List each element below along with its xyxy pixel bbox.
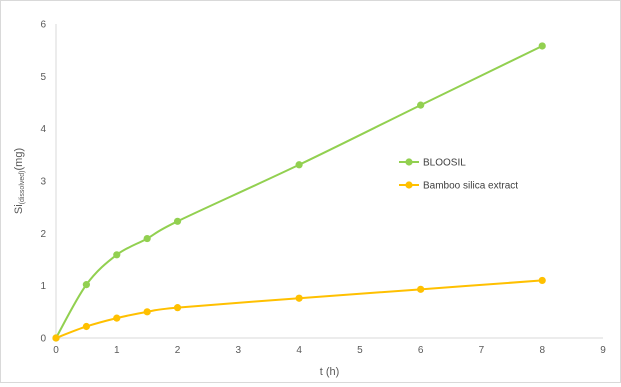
data-point [538,42,546,50]
y-axis-title-subscript: (dissolved) [19,170,26,204]
series-0 [52,42,546,342]
x-tick-label: 5 [357,345,363,356]
data-point [538,276,546,285]
y-tick-label: 2 [40,229,46,240]
data-point [143,234,151,243]
x-tick-label: 4 [296,345,302,356]
x-tick-label: 2 [175,345,181,356]
x-tick-label: 8 [539,345,545,356]
legend-item: BLOOSIL [399,158,466,169]
series-line [55,45,543,339]
data-point [113,251,121,259]
x-tick-labels: 0 1 2 3 4 5 6 7 8 9 [53,345,606,356]
x-tick-label: 7 [479,345,485,356]
series-1 [52,276,546,342]
legend-label: BLOOSIL [423,158,466,169]
y-tick-label: 3 [40,177,46,188]
x-tick-label: 9 [600,345,606,356]
y-axis-title-main: Si [13,204,25,214]
data-point [173,304,182,312]
x-tick-label: 6 [418,345,424,356]
legend-item: Bamboo silica extract [399,181,518,192]
x-axis-title: t (h) [320,366,340,378]
data-point [52,334,60,342]
legend-label: Bamboo silica extract [423,181,518,192]
data-point [82,281,90,289]
y-tick-label: 5 [40,72,46,83]
y-tick-label: 6 [40,20,46,31]
legend: BLOOSIL Bamboo silica extract [399,158,518,192]
legend-marker [405,181,413,189]
y-tick-label: 1 [40,281,46,292]
data-point [82,322,90,331]
legend-marker [405,158,413,166]
axes [55,24,603,339]
y-tick-labels: 0 1 2 3 4 5 6 [40,20,46,345]
data-point [295,294,303,302]
data-point [143,308,151,316]
y-axis-title: Si(dissolved)(mg) [13,148,26,214]
x-tick-label: 1 [114,345,120,356]
series-layer [52,42,546,342]
y-axis-title-unit: (mg) [13,148,25,171]
data-point [173,217,182,225]
y-tick-label: 4 [40,124,46,135]
data-point [295,161,303,169]
y-tick-label: 0 [40,334,46,345]
x-tick-label: 0 [53,345,59,356]
data-point [417,285,425,293]
series-line [55,279,543,339]
x-tick-label: 3 [236,345,242,356]
data-point [113,314,121,322]
data-point [417,101,425,109]
